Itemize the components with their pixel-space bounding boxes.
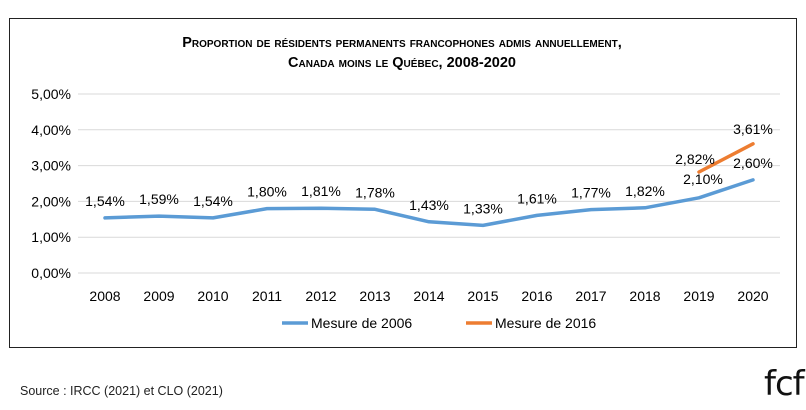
fcf-logo: fcf (764, 364, 805, 404)
x-tick-label: 2013 (359, 288, 390, 304)
y-tick-label: 0,00% (31, 265, 71, 281)
x-tick-label: 2014 (413, 288, 444, 304)
x-tick-label: 2019 (683, 288, 714, 304)
chart-frame: Proportion de résidents permanents franc… (9, 18, 797, 348)
data-label: 1,61% (517, 190, 557, 206)
x-tick-label: 2018 (629, 288, 660, 304)
data-label: 1,77% (571, 185, 611, 201)
data-label: 2,82% (675, 151, 715, 167)
chart-title-line-2: Canada moins le Québec, 2008-2020 (288, 55, 516, 71)
data-label: 1,54% (85, 193, 125, 209)
data-label: 1,33% (463, 200, 503, 216)
series-line-mesure-2016 (697, 142, 755, 174)
x-tick-label: 2017 (575, 288, 606, 304)
y-tick-label: 2,00% (31, 193, 71, 209)
source-note: Source : IRCC (2021) et CLO (2021) (20, 384, 223, 398)
chart-title-line-1: Proportion de résidents permanents franc… (182, 35, 622, 51)
x-tick-label: 2012 (305, 288, 336, 304)
y-tick-label: 1,00% (31, 229, 71, 245)
data-label: 2,10% (683, 171, 723, 187)
x-tick-label: 2016 (521, 288, 552, 304)
x-tick-label: 2010 (197, 288, 228, 304)
line-chart: Proportion de résidents permanents franc… (31, 35, 780, 331)
x-tick-label: 2009 (143, 288, 174, 304)
data-label: 3,61% (733, 121, 773, 137)
series-line-mesure-2006 (103, 178, 755, 228)
data-label: 1,54% (193, 193, 233, 209)
y-tick-label: 3,00% (31, 158, 71, 174)
data-label: 1,43% (409, 197, 449, 213)
y-tick-label: 4,00% (31, 122, 71, 138)
legend-label: Mesure de 2016 (495, 315, 596, 331)
legend-label: Mesure de 2006 (311, 315, 412, 331)
data-label: 1,59% (139, 191, 179, 207)
y-tick-label: 5,00% (31, 86, 71, 102)
data-label: 1,81% (301, 183, 341, 199)
data-label: 1,82% (625, 183, 665, 199)
x-tick-label: 2008 (89, 288, 120, 304)
data-label: 1,78% (355, 184, 395, 200)
x-tick-label: 2015 (467, 288, 498, 304)
data-label: 2,60% (733, 155, 773, 171)
x-tick-label: 2020 (737, 288, 768, 304)
x-tick-label: 2011 (252, 288, 282, 304)
data-label: 1,80% (247, 184, 287, 200)
